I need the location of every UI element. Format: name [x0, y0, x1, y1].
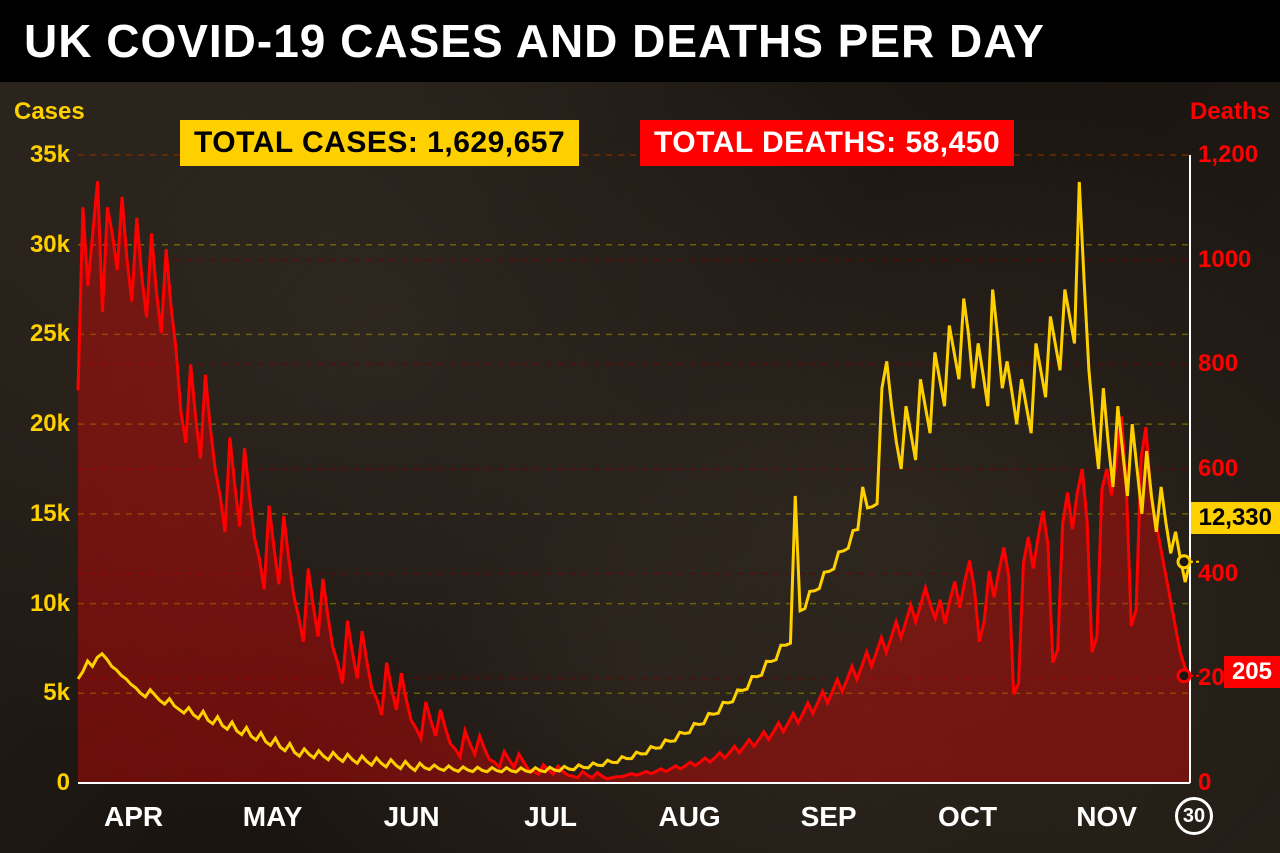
right-tick: 1000: [1198, 246, 1268, 274]
x-tick: JUL: [524, 801, 577, 833]
left-tick: 0: [14, 769, 70, 797]
left-tick: 5k: [14, 679, 70, 707]
total-cases-badge: TOTAL CASES: 1,629,657: [180, 120, 579, 166]
x-tick: JUN: [384, 801, 440, 833]
x-tick: AUG: [658, 801, 720, 833]
x-tick: MAY: [243, 801, 303, 833]
end-value-cases: 12,330: [1191, 502, 1280, 534]
right-tick: 1,200: [1198, 141, 1268, 169]
x-tick: APR: [104, 801, 163, 833]
right-tick: 400: [1198, 560, 1268, 588]
title-bar: UK COVID-19 CASES AND DEATHS PER DAY: [0, 0, 1280, 82]
x-tick: OCT: [938, 801, 997, 833]
chart-title: UK COVID-19 CASES AND DEATHS PER DAY: [24, 14, 1045, 68]
right-tick: 600: [1198, 455, 1268, 483]
left-tick: 25k: [14, 320, 70, 348]
left-tick: 15k: [14, 500, 70, 528]
right-tick: 800: [1198, 350, 1268, 378]
left-tick: 10k: [14, 590, 70, 618]
end-date-circle: 30: [1175, 797, 1213, 835]
end-value-deaths: 205: [1224, 656, 1280, 688]
left-tick: 35k: [14, 141, 70, 169]
total-deaths-badge: TOTAL DEATHS: 58,450: [640, 120, 1014, 166]
x-tick: SEP: [801, 801, 857, 833]
right-tick: 0: [1198, 769, 1268, 797]
left-tick: 30k: [14, 231, 70, 259]
x-tick: NOV: [1076, 801, 1137, 833]
left-tick: 20k: [14, 410, 70, 438]
